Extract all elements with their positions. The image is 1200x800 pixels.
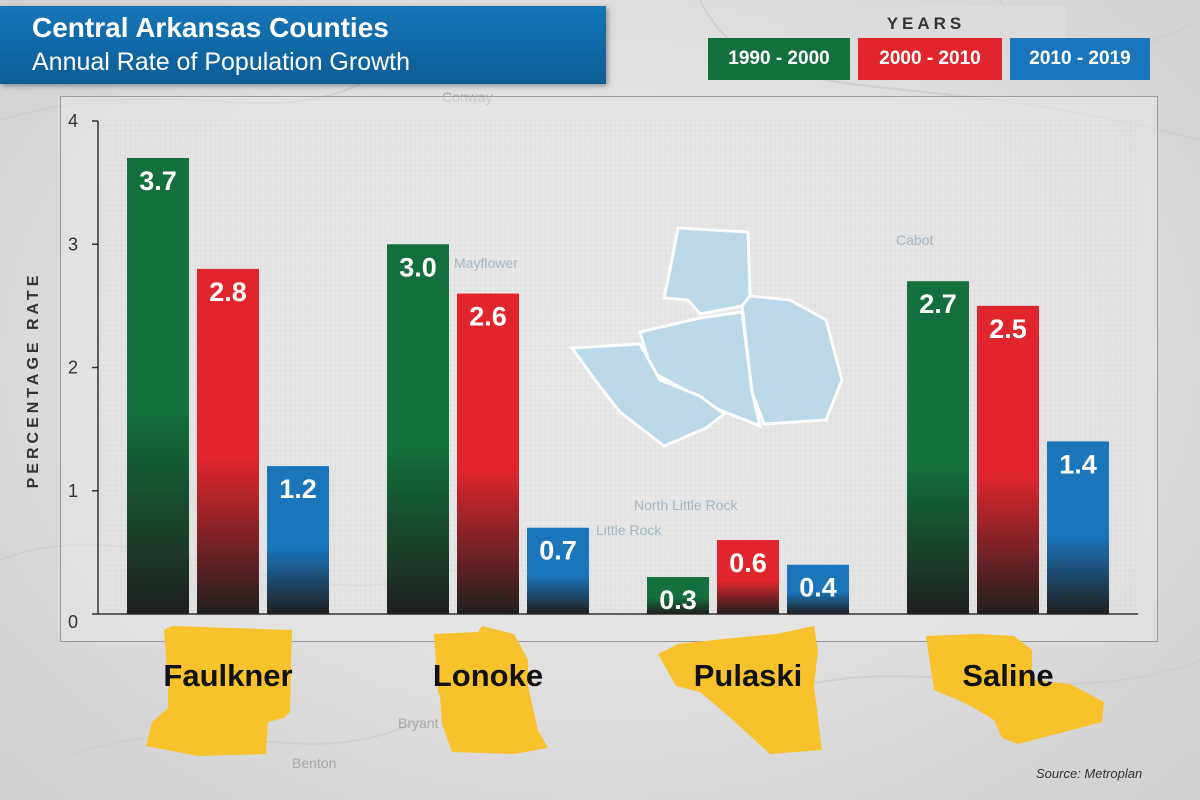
bar-pulaski-2 xyxy=(787,564,849,614)
bar-lonoke-0 xyxy=(387,244,449,614)
x-tick-label: Pulaski xyxy=(694,658,803,693)
data-label: 0.4 xyxy=(799,573,837,603)
chart-title: Central Arkansas Counties xyxy=(32,12,389,43)
bar-lonoke-2 xyxy=(527,527,589,614)
bar-saline-1 xyxy=(977,305,1039,614)
data-label: 2.7 xyxy=(919,289,957,319)
data-label: 3.0 xyxy=(399,252,437,282)
legend-item-1990-2000: 1990 - 2000 xyxy=(708,38,850,80)
source-note: Source: Metroplan xyxy=(1036,766,1143,781)
y-axis-label: PERCENTAGE RATE xyxy=(25,271,42,489)
map-label-bryant: Bryant xyxy=(398,715,439,731)
data-label: 0.6 xyxy=(729,548,767,578)
map-label-benton: Benton xyxy=(292,755,336,771)
bar-saline-2 xyxy=(1047,441,1109,614)
y-tick-label: 2 xyxy=(68,358,78,378)
y-tick-label: 4 xyxy=(68,111,78,131)
legend-title: YEARS xyxy=(786,6,1066,38)
x-tick-label: Saline xyxy=(962,658,1053,693)
bar-pulaski-1 xyxy=(717,540,779,614)
y-tick-label: 1 xyxy=(68,481,78,501)
data-label: 0.7 xyxy=(539,536,577,566)
bar-faulkner-0 xyxy=(127,157,189,614)
data-label: 2.5 xyxy=(989,314,1027,344)
data-label: 0.3 xyxy=(659,585,697,615)
title-banner: Central Arkansas Counties Annual Rate of… xyxy=(0,6,606,84)
map-label-little-rock: Little Rock xyxy=(596,522,662,538)
y-tick-label: 0 xyxy=(68,612,78,632)
legend-item-2000-2010: 2000 - 2010 xyxy=(858,38,1002,80)
bar-faulkner-1 xyxy=(197,268,259,614)
pulaski-area-map: Mayflower Cabot Little Rock North Little… xyxy=(454,226,933,538)
bar-lonoke-1 xyxy=(457,293,519,614)
bar-pulaski-0 xyxy=(647,577,709,614)
county-shape-pulaski xyxy=(658,626,822,754)
map-label-north-little-rock: North Little Rock xyxy=(634,497,738,513)
y-tick-label: 3 xyxy=(68,234,78,254)
county-shape-lonoke xyxy=(434,626,548,754)
county-shape-saline xyxy=(926,634,1104,744)
map-label-mayflower: Mayflower xyxy=(454,255,518,271)
county-shape-faulkner xyxy=(146,626,292,756)
x-tick-label: Faulkner xyxy=(163,658,292,693)
chart-subtitle: Annual Rate of Population Growth xyxy=(32,48,411,76)
bar-saline-0 xyxy=(907,281,969,614)
legend-item-2010-2019: 2010 - 2019 xyxy=(1010,38,1150,80)
map-label-cabot: Cabot xyxy=(896,232,933,248)
data-label: 2.6 xyxy=(469,302,507,332)
data-label: 1.2 xyxy=(279,474,317,504)
data-label: 2.8 xyxy=(209,277,247,307)
x-tick-label: Lonoke xyxy=(433,658,543,693)
data-label: 3.7 xyxy=(139,166,177,196)
data-label: 1.4 xyxy=(1059,449,1097,479)
bar-faulkner-2 xyxy=(267,466,329,614)
